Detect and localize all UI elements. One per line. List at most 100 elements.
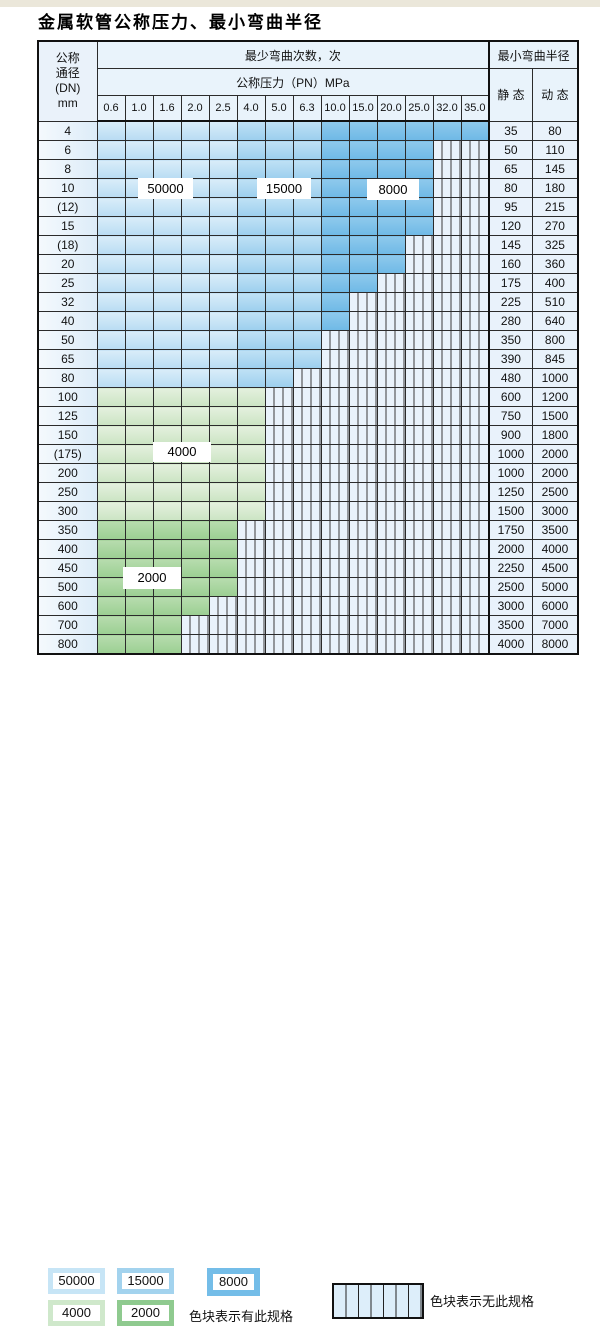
legend-unavailable-note: 色块表示无此规格 bbox=[430, 1294, 535, 1309]
cell-available bbox=[180, 235, 210, 255]
cell-unavailable bbox=[376, 539, 406, 559]
static-radius-value: 120 bbox=[488, 216, 533, 236]
cell-available bbox=[96, 120, 126, 141]
dn-cell: 40 bbox=[37, 311, 98, 331]
cell-available bbox=[208, 501, 238, 521]
cell-available bbox=[124, 463, 154, 483]
cell-unavailable bbox=[264, 539, 294, 559]
cell-available bbox=[152, 330, 182, 350]
cell-unavailable bbox=[236, 615, 266, 635]
cell-unavailable bbox=[292, 539, 322, 559]
cell-available bbox=[292, 330, 322, 350]
cell-available bbox=[264, 368, 294, 388]
cell-unavailable bbox=[460, 482, 490, 502]
page-title: 金属软管公称压力、最小弯曲半径 bbox=[38, 13, 323, 32]
cell-unavailable bbox=[432, 482, 462, 502]
table-row: 50 350 800 bbox=[37, 330, 579, 350]
cell-available bbox=[124, 216, 154, 236]
cell-available bbox=[208, 216, 238, 236]
static-radius-value: 1250 bbox=[488, 482, 533, 502]
cell-available bbox=[292, 254, 322, 274]
cell-unavailable bbox=[404, 235, 434, 255]
cell-available bbox=[124, 235, 154, 255]
cell-unavailable bbox=[460, 406, 490, 426]
cell-available bbox=[96, 311, 126, 331]
cell-available bbox=[152, 482, 182, 502]
cell-available bbox=[96, 577, 126, 597]
static-radius-value: 1000 bbox=[488, 444, 533, 464]
static-radius-value: 1750 bbox=[488, 520, 533, 540]
static-radius-value: 225 bbox=[488, 292, 533, 312]
cell-unavailable bbox=[404, 634, 434, 655]
cell-available bbox=[124, 596, 154, 616]
pressure-tick: 6.3 bbox=[292, 95, 322, 122]
cell-unavailable bbox=[460, 349, 490, 369]
cell-unavailable bbox=[264, 596, 294, 616]
static-radius-value: 2000 bbox=[488, 539, 533, 559]
static-radius-value: 80 bbox=[488, 178, 533, 198]
cell-available bbox=[208, 368, 238, 388]
cell-unavailable bbox=[404, 539, 434, 559]
cell-available bbox=[96, 159, 126, 179]
cell-available bbox=[180, 520, 210, 540]
cell-available bbox=[124, 349, 154, 369]
cell-unavailable bbox=[348, 482, 378, 502]
legend-swatch-50000: 50000 bbox=[48, 1268, 105, 1294]
cell-available bbox=[124, 482, 154, 502]
cell-available bbox=[152, 406, 182, 426]
cell-available bbox=[152, 368, 182, 388]
cell-available bbox=[124, 406, 154, 426]
cell-unavailable bbox=[208, 615, 238, 635]
dn-cell: 8 bbox=[37, 159, 98, 179]
dynamic-radius-value: 180 bbox=[531, 178, 579, 198]
cell-unavailable bbox=[292, 387, 322, 407]
cell-unavailable bbox=[432, 311, 462, 331]
cell-unavailable bbox=[376, 444, 406, 464]
cell-unavailable bbox=[432, 539, 462, 559]
cell-unavailable bbox=[460, 197, 490, 217]
cell-unavailable bbox=[404, 368, 434, 388]
cell-available bbox=[264, 197, 294, 217]
cell-unavailable bbox=[348, 425, 378, 445]
dn-cell: 32 bbox=[37, 292, 98, 312]
cell-available bbox=[236, 387, 266, 407]
hose-spec-table: 公称 通径 (DN) mm 最少弯曲次数，次 最小弯曲半径 公称压力（PN）MPa 静… bbox=[37, 40, 580, 655]
cell-available bbox=[236, 406, 266, 426]
static-radius-value: 4000 bbox=[488, 634, 533, 655]
cell-unavailable bbox=[320, 387, 350, 407]
cell-unavailable bbox=[376, 634, 406, 655]
dynamic-radius-value: 145 bbox=[531, 159, 579, 179]
cell-available bbox=[236, 273, 266, 293]
cell-unavailable bbox=[432, 444, 462, 464]
cell-available bbox=[208, 311, 238, 331]
pressure-tick: 1.6 bbox=[152, 95, 182, 122]
cell-available bbox=[236, 216, 266, 236]
cell-unavailable bbox=[236, 634, 266, 655]
legend-swatch-15000: 15000 bbox=[117, 1268, 174, 1294]
cell-available bbox=[264, 349, 294, 369]
cell-unavailable bbox=[292, 368, 322, 388]
cell-unavailable bbox=[180, 634, 210, 655]
cell-unavailable bbox=[432, 520, 462, 540]
cell-available bbox=[96, 197, 126, 217]
bend-cycles-header: 最少弯曲次数，次 bbox=[96, 40, 490, 69]
cell-unavailable bbox=[292, 577, 322, 597]
cell-unavailable bbox=[348, 292, 378, 312]
cell-unavailable bbox=[348, 520, 378, 540]
dynamic-radius-value: 1800 bbox=[531, 425, 579, 445]
cell-unavailable bbox=[460, 596, 490, 616]
cell-available bbox=[264, 140, 294, 160]
cell-available bbox=[208, 292, 238, 312]
cell-available bbox=[180, 140, 210, 160]
cell-available bbox=[180, 406, 210, 426]
legend-swatch-4000: 4000 bbox=[48, 1300, 105, 1326]
cell-unavailable bbox=[460, 273, 490, 293]
zone-label-15000: 15000 bbox=[257, 178, 311, 199]
cell-unavailable bbox=[320, 596, 350, 616]
cell-unavailable bbox=[404, 292, 434, 312]
dn-cell: 300 bbox=[37, 501, 98, 521]
dn-cell: 150 bbox=[37, 425, 98, 445]
cell-unavailable bbox=[460, 520, 490, 540]
cell-available bbox=[96, 444, 126, 464]
dn-cell: (18) bbox=[37, 235, 98, 255]
